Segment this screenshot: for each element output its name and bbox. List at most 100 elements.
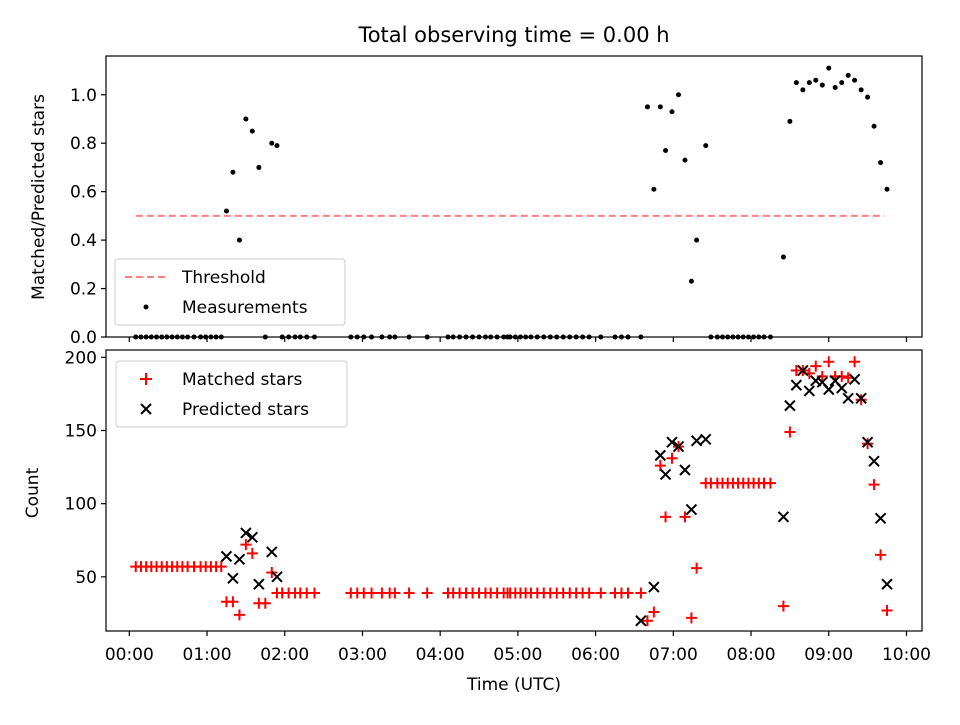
matched-point (389, 587, 401, 599)
predicted-point (690, 435, 703, 447)
matched-point (784, 426, 796, 438)
measurement-point (865, 94, 871, 100)
matched-point (246, 547, 258, 559)
measurement-point (230, 169, 236, 175)
bottom-legend-box (115, 360, 348, 428)
top-axes-frame (105, 55, 923, 338)
measurement-point (806, 80, 812, 86)
measurement-point (269, 140, 275, 146)
predicted-point (654, 449, 667, 462)
x-tick-label: 10:00 (882, 645, 931, 665)
x-tick-label: 01:00 (183, 645, 232, 665)
measurement-point (845, 72, 851, 78)
measurement-point (694, 237, 700, 243)
x-tick-label: 06:00 (571, 645, 620, 665)
measurement-point (223, 208, 229, 214)
measurement-point (676, 92, 682, 98)
top-plot-area (133, 65, 890, 340)
matched-point (691, 562, 703, 574)
matched-point (421, 587, 433, 599)
bottom-y-ticks: 50 100 150 200 (65, 348, 106, 588)
legend-matched-swatch (140, 373, 152, 385)
predicted-point (803, 385, 816, 397)
y-tick-label: 0.4 (70, 231, 97, 251)
predicted-point (672, 440, 685, 453)
predicted-point (836, 382, 848, 394)
measurement-point (878, 160, 884, 166)
matched-point (868, 479, 880, 491)
predicted-point (874, 512, 887, 525)
measurement-point (793, 80, 799, 86)
legend-matched-label: Matched stars (182, 370, 302, 390)
predicted-point (659, 468, 672, 481)
predicted-point (220, 550, 233, 563)
predicted-point (823, 383, 835, 396)
x-tick-label: 04:00 (416, 645, 465, 665)
predicted-point (679, 464, 691, 476)
predicted-point (253, 578, 265, 590)
predicted-point (648, 581, 660, 593)
legend-measurements-swatch (143, 304, 149, 310)
matched-point (679, 511, 691, 523)
x-tick-label: 00:00 (105, 645, 154, 665)
measurement-point (884, 186, 890, 192)
chart-title: Total observing time = 0.00 h (357, 23, 669, 47)
matched-point (849, 356, 861, 368)
measurement-point (651, 186, 657, 192)
x-tick-label: 03:00 (338, 645, 387, 665)
measurement-point (249, 128, 255, 134)
x-tick-label: 08:00 (727, 645, 776, 665)
matched-point (309, 587, 321, 599)
matched-point (654, 460, 666, 472)
measurement-point (236, 237, 242, 243)
x-tick-label: 09:00 (804, 645, 853, 665)
matched-point (403, 587, 415, 599)
y-tick-label: 0.8 (70, 134, 97, 154)
matched-point (764, 477, 776, 489)
matched-point (595, 587, 607, 599)
predicted-point (271, 571, 283, 583)
measurement-point (826, 65, 832, 71)
top-y-ticks: 0.0 0.2 0.4 0.6 0.8 1.0 (70, 86, 106, 348)
matched-point (622, 587, 634, 599)
predicted-point (861, 436, 874, 448)
matched-point (862, 438, 874, 450)
matched-point (233, 609, 245, 621)
top-y-axis-label: Matched/Predicted stars (29, 94, 49, 300)
measurement-point (243, 116, 249, 122)
y-tick-label: 200 (65, 348, 97, 368)
x-axis-label: Time (UTC) (466, 675, 561, 695)
predicted-point (635, 615, 647, 627)
measurement-point (274, 143, 280, 149)
legend-predicted-label: Predicted stars (182, 400, 309, 420)
legend-measurements-label: Measurements (182, 298, 308, 318)
predicted-point (700, 433, 712, 445)
predicted-point (881, 578, 893, 590)
top-legend-box (114, 258, 346, 326)
predicted-point (666, 436, 678, 448)
bottom-axes-frame (105, 349, 923, 632)
predicted-point (848, 373, 861, 385)
legend-threshold-label: Threshold (181, 268, 266, 288)
matched-point (366, 587, 378, 599)
measurement-point (669, 109, 675, 115)
x-tick-label: 07:00 (649, 645, 698, 665)
top-x-ticks (128, 337, 908, 342)
matched-point (666, 452, 678, 464)
measurement-point (703, 143, 709, 149)
matched-point (685, 612, 697, 624)
matched-point (635, 587, 647, 599)
matched-point (875, 549, 887, 561)
legend-predicted-swatch (140, 403, 152, 415)
predicted-point (240, 527, 252, 539)
bottom-plot-area (130, 356, 893, 627)
predicted-point (797, 364, 809, 377)
predicted-point (784, 399, 796, 412)
matched-point (215, 561, 227, 573)
measurement-point (871, 123, 877, 129)
measurement-point (657, 104, 663, 110)
y-tick-label: 50 (75, 568, 97, 588)
